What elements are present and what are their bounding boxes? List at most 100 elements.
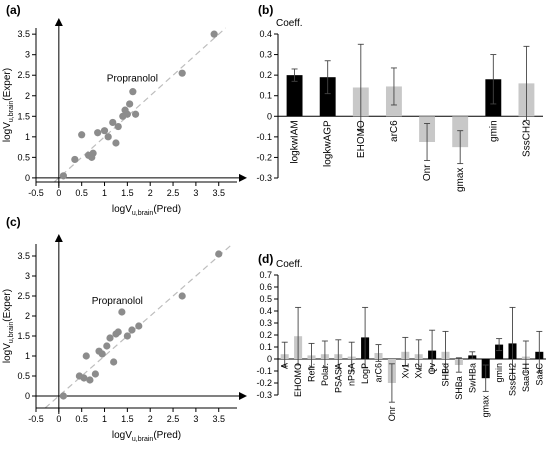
category-label: gmin bbox=[488, 120, 499, 142]
category-label: Onr bbox=[422, 164, 433, 181]
category-label: nPSA bbox=[347, 363, 357, 386]
data-point bbox=[103, 342, 111, 350]
category-label: Xv2 bbox=[414, 363, 424, 379]
y-tick-label: 0.5 bbox=[259, 294, 272, 304]
y-tick-label: 1 bbox=[25, 351, 30, 361]
bar bbox=[495, 344, 504, 359]
data-point bbox=[112, 139, 120, 147]
identity-line bbox=[53, 27, 226, 183]
x-tick-label: 1 bbox=[102, 188, 107, 198]
y-axis-label: Coeff. bbox=[276, 18, 303, 29]
x-tick-label: 2 bbox=[148, 188, 153, 198]
panel-label: (a) bbox=[6, 3, 21, 17]
category-label: arC6 bbox=[389, 120, 400, 142]
category-label: Polar. bbox=[320, 363, 330, 386]
panel-a-scatter: (a) -0.5 0 0.5 1 1.5 2 2.5 3 3.5 0 0.5 1 1.5 2 2.5 3 3.5 P… bbox=[2, 3, 247, 217]
data-point bbox=[129, 88, 137, 96]
category-label: EHOMO bbox=[356, 120, 367, 158]
category-label: Refr. bbox=[307, 363, 317, 382]
y-axis-arrow bbox=[54, 18, 63, 26]
data-point bbox=[82, 352, 90, 360]
category-label: gmax bbox=[455, 168, 466, 192]
y-tick-label: 0.3 bbox=[259, 318, 272, 328]
category-label: SHBd bbox=[441, 363, 451, 387]
y-tick-label: 2 bbox=[25, 311, 30, 321]
x-tick-label: 0 bbox=[56, 188, 61, 198]
category-label: EHOMO bbox=[293, 363, 303, 397]
x-tick-label: 0.5 bbox=[75, 188, 88, 198]
category-label: SHBa bbox=[454, 376, 464, 400]
data-point bbox=[71, 155, 79, 164]
data-point bbox=[78, 131, 86, 139]
y-tick-label: 0.7 bbox=[259, 270, 272, 280]
x-axis-arrow bbox=[239, 173, 247, 182]
panel-label: (d) bbox=[258, 252, 273, 266]
x-tick-label: 1.5 bbox=[121, 414, 134, 424]
category-label: gmin bbox=[494, 363, 504, 383]
y-tick-label: 3 bbox=[25, 50, 30, 60]
data-point bbox=[98, 350, 106, 358]
x-tick-label: 1.5 bbox=[121, 188, 134, 198]
data-point bbox=[110, 358, 118, 366]
y-axis-label: logVu,brain(Exper) bbox=[2, 68, 15, 142]
y-tick-label: 0.3 bbox=[259, 50, 272, 60]
y-axis-label: Coeff. bbox=[276, 259, 303, 270]
category-label: SaaC bbox=[534, 363, 544, 386]
y-tick-label: 0 bbox=[25, 173, 30, 183]
data-point bbox=[86, 376, 94, 384]
category-label: A bbox=[280, 363, 290, 369]
y-tick-label: -0.3 bbox=[256, 390, 272, 400]
category-label: LogP bbox=[360, 363, 370, 384]
y-tick-label: 0 bbox=[25, 391, 30, 401]
y-tick-label: 0.4 bbox=[259, 306, 272, 316]
data-point bbox=[131, 110, 140, 118]
panel-c-scatter: (c) -0.5 0 0.5 1 1.5 2 2.5 3 3.5 0 0.5 1 1.5 2 2.5 3 3.5 P… bbox=[2, 215, 247, 443]
y-tick-label: 0.1 bbox=[259, 91, 272, 101]
x-tick-label: 0 bbox=[56, 414, 61, 424]
data-point bbox=[128, 326, 136, 334]
y-tick-label: 3.5 bbox=[17, 251, 30, 261]
category-label: SaaCH bbox=[521, 363, 531, 392]
y-tick-label: 0.2 bbox=[259, 330, 272, 340]
panel-b-bar-chart: (b)Coeff. -0.3 -0.2 -0.1 0 0.1 0.2 0.3 0.4 logkwI… bbox=[256, 3, 543, 192]
x-tick-label: 3.5 bbox=[212, 188, 225, 198]
panel-d-bar-chart: (d) Coeff. -0.3 -0.2 -0.1 0 0.1 0.2 0.3 0.4 0.5 0.6… bbox=[256, 252, 546, 421]
y-tick-label: 0.6 bbox=[259, 282, 272, 292]
x-tick-label: 1 bbox=[102, 414, 107, 424]
data-point bbox=[114, 328, 122, 336]
data-point bbox=[94, 129, 102, 137]
x-tick-label: 0.5 bbox=[75, 414, 88, 424]
data-point bbox=[123, 110, 131, 118]
x-tick-label: 3.5 bbox=[212, 414, 225, 424]
data-point bbox=[215, 250, 223, 258]
data-point bbox=[118, 308, 126, 316]
x-axis-label: logVu,brain(Pred) bbox=[112, 204, 181, 217]
category-label: gmax bbox=[481, 395, 491, 418]
y-tick-label: 0.1 bbox=[259, 342, 272, 352]
bar bbox=[286, 75, 303, 117]
y-tick-label: 1.5 bbox=[17, 111, 30, 121]
data-point bbox=[109, 118, 117, 127]
y-tick-label: -0.1 bbox=[256, 132, 272, 142]
x-tick-label: -0.5 bbox=[28, 188, 44, 198]
x-tick-label: 2.5 bbox=[167, 188, 180, 198]
data-point bbox=[123, 332, 131, 340]
annotation-propranolol: Propranolol bbox=[107, 73, 158, 84]
category-label: arC6 bbox=[374, 363, 384, 383]
data-point bbox=[178, 292, 186, 300]
category-label: logkwIAM bbox=[290, 120, 301, 163]
y-tick-label: 0.5 bbox=[17, 371, 30, 381]
data-point bbox=[100, 127, 109, 135]
bar bbox=[319, 77, 336, 117]
y-tick-label: -0.1 bbox=[256, 366, 272, 376]
data-point bbox=[89, 149, 97, 157]
category-label: Onr bbox=[387, 406, 397, 421]
data-point bbox=[210, 30, 218, 38]
x-tick-label: -0.5 bbox=[28, 414, 44, 424]
y-tick-label: -0.2 bbox=[256, 378, 272, 388]
data-point bbox=[91, 370, 99, 378]
category-label: Qv bbox=[427, 363, 437, 375]
y-tick-label: 2.5 bbox=[17, 291, 30, 301]
y-tick-label: -0.3 bbox=[256, 173, 272, 183]
y-axis-arrow bbox=[54, 234, 63, 242]
